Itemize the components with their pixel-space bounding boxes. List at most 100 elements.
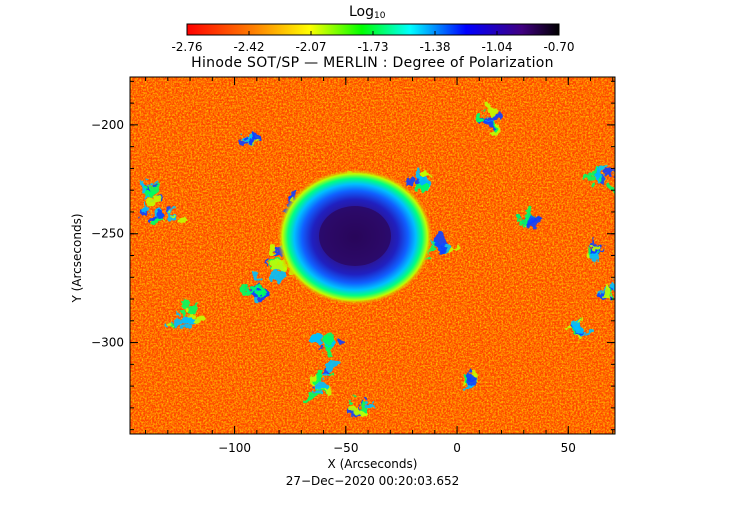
plage-patch [251, 274, 259, 282]
plage-patch [186, 308, 195, 318]
plage-patch [325, 359, 337, 370]
y-axis: −200 −250 −300 [91, 80, 615, 431]
plage-patch [184, 325, 190, 332]
plage-patch [323, 370, 330, 378]
plage-patch [352, 405, 363, 416]
plage-patch [486, 111, 495, 120]
x-tick-label: 0 [453, 441, 461, 455]
plage-patch [434, 243, 445, 254]
plage-patch [338, 337, 345, 344]
plage-patch [176, 212, 187, 224]
x-tick-label: 50 [561, 441, 576, 455]
plage-patch [279, 264, 283, 268]
plage-patch [608, 183, 615, 191]
plage-patch [246, 136, 254, 144]
plage-patch [316, 378, 327, 389]
plage-patch [605, 168, 614, 178]
plage-patch [150, 214, 156, 220]
plage-patch [348, 398, 354, 404]
plage-patch [604, 292, 611, 300]
plage-patch [140, 203, 149, 212]
plage-patch [486, 103, 497, 114]
plage-patch [592, 243, 597, 249]
x-axis-label: X (Arcseconds) [327, 457, 418, 471]
colorbar-tick-label: -1.04 [481, 40, 512, 54]
y-tick-label: −200 [91, 118, 124, 132]
plage-patch [586, 248, 593, 254]
plage-patch [240, 140, 246, 145]
x-tick-label: −50 [333, 441, 358, 455]
plage-patch [181, 309, 187, 315]
plage-patch [591, 251, 596, 256]
colorbar-tick-label: -2.76 [171, 40, 202, 54]
plage-regions [137, 103, 615, 420]
plage-patch [582, 319, 587, 324]
plage-patch [535, 215, 543, 222]
plage-patch [584, 171, 594, 181]
plage-patch [155, 212, 163, 220]
plage-patch [568, 329, 573, 335]
plage-patch [416, 182, 427, 193]
plage-patch [361, 394, 368, 401]
plage-patch [331, 342, 335, 347]
plage-patch [594, 237, 599, 242]
plage-patch [307, 392, 317, 402]
plage-patch [484, 120, 494, 129]
plage-patch [267, 262, 271, 266]
plage-patch [578, 319, 582, 324]
plage-patch [169, 325, 175, 330]
colorbar-tick-label: -1.38 [419, 40, 450, 54]
plage-patch [145, 192, 150, 197]
plage-patch [193, 314, 203, 324]
plot-title: Hinode SOT/SP — MERLIN : Degree of Polar… [191, 55, 554, 71]
plage-patch [600, 246, 604, 250]
colorbar-title: Log10 [349, 4, 386, 21]
plage-patch [165, 325, 170, 330]
colorbar-tick-label: -2.42 [233, 40, 264, 54]
plage-patch [315, 390, 322, 397]
plage-patch [466, 371, 475, 380]
colorbar-tick-label: -0.70 [543, 40, 574, 54]
plage-patch [318, 346, 322, 350]
plage-patch [269, 245, 278, 255]
plage-patch [312, 372, 322, 382]
plage-patch [519, 222, 524, 227]
plage-patch [313, 334, 325, 345]
colorbar: -2.76 -2.42 -2.07 -1.73 -1.38 -1.04 -0.70 [171, 23, 575, 54]
x-tick-label: −100 [218, 441, 251, 455]
sunspot-umbra [319, 206, 391, 266]
plage-patch [525, 217, 535, 228]
plage-patch [327, 373, 333, 379]
plage-patch [160, 219, 165, 224]
plage-patch [184, 300, 195, 311]
plage-patch [185, 315, 195, 325]
plage-patch [494, 111, 501, 119]
plage-patch [312, 384, 317, 389]
colorbar-tick-label: -2.07 [295, 40, 326, 54]
plage-patch [240, 284, 251, 296]
plage-patch [173, 317, 184, 328]
timestamp: 27−Dec−2020 00:20:03.652 [285, 474, 460, 488]
plage-patch [448, 247, 454, 253]
plage-patch [416, 166, 424, 175]
plage-patch [252, 295, 260, 303]
plage-patch [165, 206, 171, 212]
plage-patch [151, 181, 156, 186]
plage-patch [149, 196, 160, 207]
y-tick-label: −300 [91, 336, 124, 350]
plage-patch [140, 182, 148, 190]
plage-patch [325, 333, 336, 344]
plage-patch [414, 172, 423, 181]
colorbar-tick-label: -1.73 [357, 40, 388, 54]
plage-patch [368, 404, 375, 411]
plage-patch [591, 257, 599, 265]
plage-patch [145, 175, 149, 179]
plage-patch [146, 187, 153, 193]
plage-patch [479, 112, 486, 119]
plage-patch [598, 163, 607, 172]
plage-patch [438, 234, 449, 246]
x-axis: −100 −50 0 50 [145, 77, 614, 455]
plage-patch [422, 172, 430, 179]
plage-patch [609, 280, 615, 287]
